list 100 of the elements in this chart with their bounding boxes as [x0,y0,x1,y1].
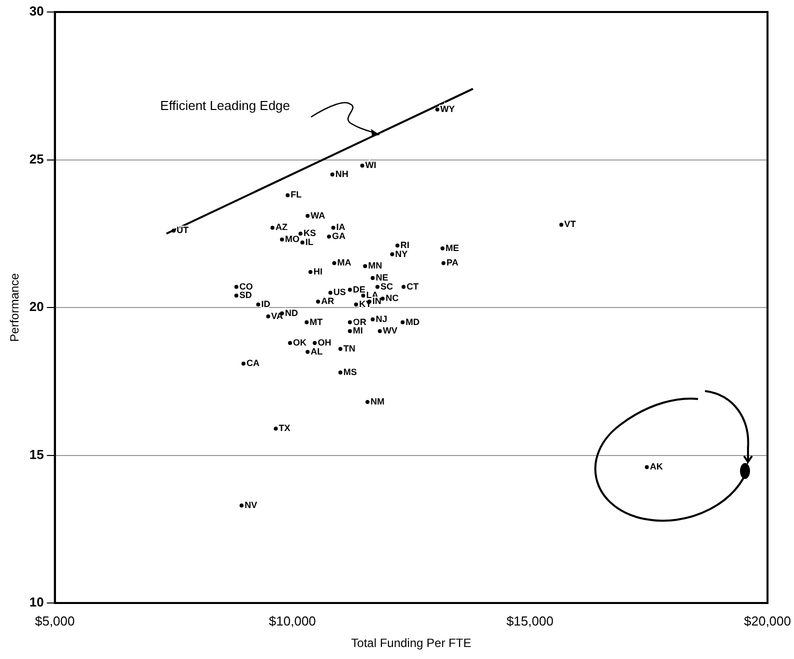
annotation: Efficient Leading Edge [160,98,290,114]
point [365,400,370,404]
series-label: NE [376,272,388,282]
series-label: NV [244,500,258,510]
x-tick-label: $15,000 [506,613,554,628]
point [441,261,446,266]
point [298,232,302,236]
series-label: NY [395,248,408,259]
series-label: OH [318,337,332,348]
point [172,228,176,233]
series-label: AZ [275,222,288,232]
series-label: FL [290,190,302,200]
point [363,264,368,268]
point [348,288,352,292]
series-label: NM [370,396,384,407]
series-label: VA [271,310,284,321]
series-label: WV [382,326,398,336]
series-label: MS [343,366,357,377]
series-label: NJ [376,314,388,324]
point [330,172,334,177]
series-label: CA [246,358,260,368]
series-label: WY [440,104,455,114]
point [400,320,405,324]
series-label: SC [380,281,394,292]
point [402,284,406,289]
series-label: ID [261,299,271,310]
x-tick-label: $5,000 [34,613,75,628]
series-label: TX [278,423,290,434]
series-label: CT [406,281,420,292]
series-label: GA [332,231,346,242]
point [234,294,238,298]
point [338,346,342,351]
y-tick-label: 15 [29,446,44,462]
series-label: OR [352,316,367,327]
y-tick-label: 10 [29,594,44,610]
series-label: NH [335,169,348,180]
point [375,284,380,289]
point [331,226,336,230]
series-label: KS [303,228,316,238]
point [348,320,352,324]
series-label: IL [305,236,314,247]
point [256,302,260,307]
point [354,302,358,307]
point [304,320,309,324]
point [274,426,278,431]
point [332,261,336,266]
point [306,350,310,354]
point [326,234,331,239]
point [559,222,564,227]
series-label: CO [239,281,253,292]
series-label: MD [406,316,420,327]
series-label: IN [372,296,382,306]
point [440,246,445,250]
point [395,243,400,248]
y-tick-label: 30 [29,4,44,19]
point [288,340,292,345]
point [270,226,274,230]
point [306,214,310,218]
series-label: UT [176,225,190,236]
series-label: MO [284,234,300,244]
point [286,193,290,198]
series-label: AL [310,346,324,356]
series-label: WI [365,160,376,170]
x-tick-label: $10,000 [268,613,316,628]
point [338,370,342,375]
series-label: MN [368,260,382,271]
point [234,284,238,289]
series-label: US [333,287,346,298]
point [328,290,332,295]
series-label: AK [650,462,664,472]
series-label: RI [400,240,410,250]
series-label: AR [321,296,335,306]
series-label: PA [446,258,459,268]
series-label: ME [446,242,460,253]
series-label: WA [310,210,326,220]
point [370,276,375,280]
y-tick-label: 20 [29,299,44,314]
point [435,108,440,112]
point [644,465,649,470]
point [241,362,246,366]
point [280,238,284,242]
series-label: MA [337,258,352,268]
series-label: TN [343,343,356,354]
y-tick-label: 25 [29,151,44,166]
series-label: NC [386,293,400,304]
series-label: IA [336,222,346,232]
point [266,314,270,318]
series-label: SD [239,290,252,300]
series-label: MT [310,316,324,327]
series-label: ND [284,308,298,318]
point [312,340,317,345]
point [360,164,364,168]
point [300,240,304,244]
y-axis-title: Performance [8,272,22,342]
series-label: VT [564,219,576,230]
point [308,270,312,274]
series-label: OK [293,337,308,348]
point [390,252,394,256]
x-axis-title: Total Funding Per FTE [351,636,472,650]
point [240,503,244,508]
